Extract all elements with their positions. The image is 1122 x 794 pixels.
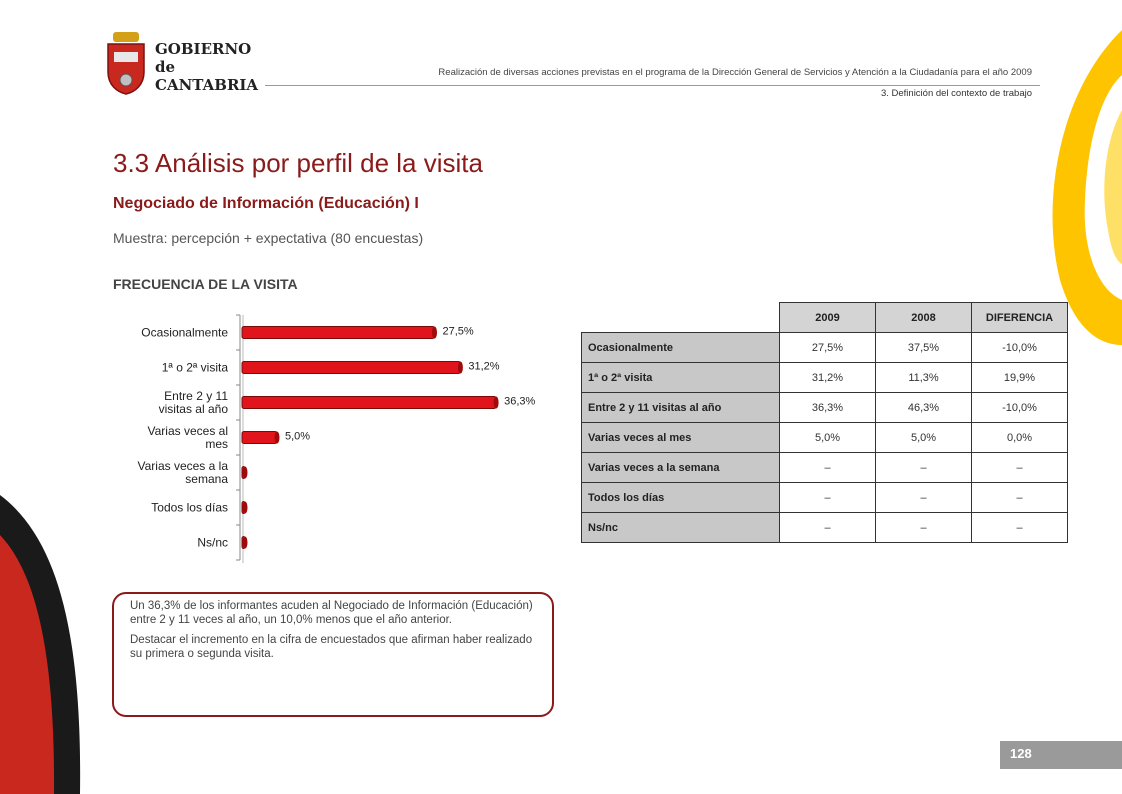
bar-end-cap bbox=[457, 361, 463, 374]
program-description: Realización de diversas acciones previst… bbox=[438, 67, 1032, 78]
table-cell: 37,5% bbox=[875, 332, 972, 363]
logo-text: GOBIERNO de CANTABRIA bbox=[155, 40, 258, 94]
value-label: 5,0% bbox=[285, 431, 310, 443]
value-label: 27,5% bbox=[443, 326, 474, 338]
right-yellow-ring-inner bbox=[1104, 110, 1122, 264]
comparison-table: 2009 2008 DIFERENCIA Ocasionalmente 27,5%… bbox=[581, 302, 1068, 543]
bar bbox=[241, 326, 435, 339]
category-label: 1ª o 2ª visita bbox=[162, 361, 229, 375]
table-row: Varias veces a la semana – – – bbox=[581, 452, 1068, 483]
category-label: Ocasionalmente bbox=[141, 326, 228, 340]
section-heading: FRECUENCIA DE LA VISITA bbox=[113, 276, 298, 292]
bar-end-cap bbox=[274, 431, 280, 444]
table-header-row: 2009 2008 DIFERENCIA bbox=[581, 302, 1068, 333]
category-label: visitas al año bbox=[159, 402, 229, 416]
bar-end-cap bbox=[493, 396, 499, 409]
table-corner-cell bbox=[581, 302, 780, 333]
bar-end-cap bbox=[242, 466, 248, 479]
value-label: 36,3% bbox=[504, 396, 535, 408]
logo-line-2: de bbox=[155, 58, 176, 76]
table-cell: 5,0% bbox=[779, 422, 876, 453]
table-cell: 19,9% bbox=[971, 362, 1068, 393]
table-cell: 31,2% bbox=[779, 362, 876, 393]
table-cell: – bbox=[875, 452, 972, 483]
table-cell: – bbox=[971, 512, 1068, 543]
row-label: 1ª o 2ª visita bbox=[581, 362, 780, 393]
row-label: Ocasionalmente bbox=[581, 332, 780, 363]
table-row: Todos los días – – – bbox=[581, 482, 1068, 513]
row-label: Varias veces al mes bbox=[581, 422, 780, 453]
table-cell: -10,0% bbox=[971, 332, 1068, 363]
summary-note: Un 36,3% de los informantes acuden al Ne… bbox=[112, 592, 554, 717]
table-cell: – bbox=[779, 482, 876, 513]
logo-line-1: GOBIERNO bbox=[155, 40, 252, 58]
table-row: Entre 2 y 11 visitas al año 36,3% 46,3% -10… bbox=[581, 392, 1068, 423]
category-label: semana bbox=[185, 472, 228, 486]
row-label: Varias veces a la semana bbox=[581, 452, 780, 483]
note-paragraph-1: Un 36,3% de los informantes acuden al Ne… bbox=[130, 600, 533, 626]
row-label: Entre 2 y 11 visitas al año bbox=[581, 392, 780, 423]
bar-end-cap bbox=[432, 326, 437, 339]
header-divider bbox=[265, 85, 1040, 86]
row-label: Todos los días bbox=[581, 482, 780, 513]
section-label: 3. Definición del contexto de trabajo bbox=[880, 88, 1032, 99]
cantabria-coat-of-arms-logo bbox=[107, 32, 145, 95]
table-cell: 27,5% bbox=[779, 332, 876, 363]
bar-end-cap bbox=[242, 536, 248, 549]
category-label: Varias veces al bbox=[148, 424, 228, 438]
table-row: Ocasionalmente 27,5% 37,5% -10,0% bbox=[581, 332, 1068, 363]
header-diferencia: DIFERENCIA bbox=[971, 302, 1068, 333]
bar bbox=[241, 361, 461, 374]
right-yellow-ring-outer bbox=[1052, 30, 1122, 345]
bar-end-cap bbox=[242, 501, 248, 514]
header-2009: 2009 bbox=[779, 302, 876, 333]
note-paragraph-2: Destacar el incremento en la cifra de en… bbox=[130, 634, 533, 660]
bar bbox=[241, 431, 278, 444]
table-cell: – bbox=[875, 482, 972, 513]
table-cell: 46,3% bbox=[875, 392, 972, 423]
table-cell: – bbox=[875, 512, 972, 543]
table-cell: – bbox=[971, 482, 1068, 513]
table-cell: 5,0% bbox=[875, 422, 972, 453]
header-2008: 2008 bbox=[875, 302, 972, 333]
table-row: 1ª o 2ª visita 31,2% 11,3% 19,9% bbox=[581, 362, 1068, 393]
value-label: 31,2% bbox=[468, 361, 499, 373]
table-cell: – bbox=[779, 512, 876, 543]
row-label: Ns/nc bbox=[581, 512, 780, 543]
table-cell: 36,3% bbox=[779, 392, 876, 423]
category-label: mes bbox=[205, 437, 228, 451]
left-red-arc bbox=[0, 535, 55, 794]
category-label: Varias veces a la bbox=[138, 459, 229, 473]
sample-description: Muestra: percepción + expectativa (80 en… bbox=[113, 230, 424, 246]
table-row: Varias veces al mes 5,0% 5,0% 0,0% bbox=[581, 422, 1068, 453]
table-cell: – bbox=[779, 452, 876, 483]
category-label: Entre 2 y 11 bbox=[164, 389, 228, 403]
table-cell: -10,0% bbox=[971, 392, 1068, 423]
table-cell: 11,3% bbox=[875, 362, 972, 393]
page-subtitle: Negociado de Información (Educación) I bbox=[113, 195, 419, 212]
table-cell: – bbox=[971, 452, 1068, 483]
category-label: Todos los días bbox=[151, 501, 228, 515]
table-row: Ns/nc – – – bbox=[581, 512, 1068, 543]
category-label: Ns/nc bbox=[197, 536, 228, 550]
page-number: 128 bbox=[1010, 746, 1032, 761]
logo-line-3: CANTABRIA bbox=[155, 76, 259, 94]
bar bbox=[241, 396, 497, 409]
page-title: 3.3 Análisis por perfil de la visita bbox=[113, 148, 483, 178]
frequency-bar-chart: Ocasionalmente 27,5% 1ª o 2ª visita 31,2% En… bbox=[138, 314, 536, 563]
page-number-badge bbox=[1000, 741, 1122, 769]
table-cell: 0,0% bbox=[971, 422, 1068, 453]
